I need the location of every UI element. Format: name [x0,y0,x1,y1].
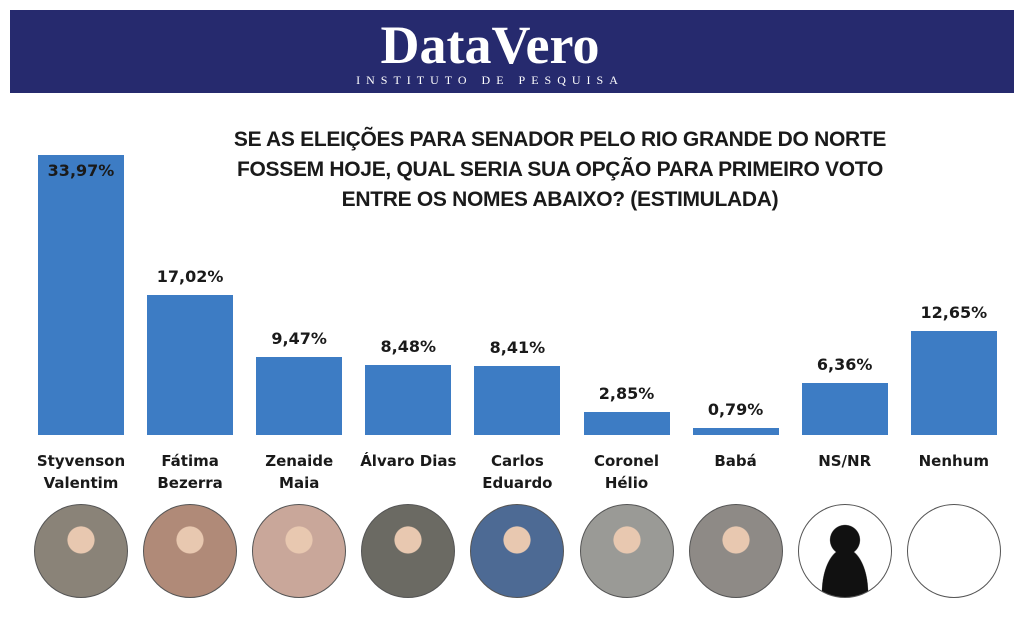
candidate-photo [579,504,674,598]
category-label: NS/NR [818,452,872,470]
value-label: 17,02% [156,266,224,286]
bar [147,294,234,435]
category-label: Carlos Eduardo [482,452,553,492]
candidate-photo [470,504,565,598]
category-label: Nenhum [918,452,989,470]
value-label: 33,97% [47,161,115,180]
value-label: 8,41% [489,337,546,357]
category-label: Babá [714,452,757,470]
category-label: Coronel Hélio [593,452,659,492]
candidate-photo [797,504,892,598]
bar [38,155,124,435]
category-label: Styvenson Valentim [36,452,126,492]
bar [474,365,561,435]
value-label: 0,79% [707,400,764,420]
bar [256,356,343,435]
value-label: 12,65% [920,302,988,322]
value-label: 8,48% [380,337,437,357]
value-label: 2,85% [598,383,655,403]
category-label: Álvaro Dias [360,452,457,470]
bar [365,365,452,435]
candidate-photo [143,504,238,598]
candidate-photo [34,504,128,598]
category-label: Fátima Bezerra [157,452,223,492]
tagline: INSTITUTO DE PESQUISA [356,73,624,87]
chart-title: SE AS ELEIÇÕES PARA SENADOR PELO RIO GRA… [233,128,887,211]
candidate-photo [688,504,783,598]
category-label: Zenaide Maia [265,452,334,492]
bar [801,382,888,435]
value-label: 9,47% [271,328,327,348]
header: DataVero INSTITUTO DE PESQUISA [10,10,1014,93]
bar [583,411,670,435]
value-label: 6,36% [816,354,873,374]
bar [910,330,997,435]
brand: DataVero [380,15,600,75]
bar [692,428,779,435]
candidate-photo [252,504,347,598]
candidate-photo [361,504,456,598]
candidate-photo [906,504,1001,598]
